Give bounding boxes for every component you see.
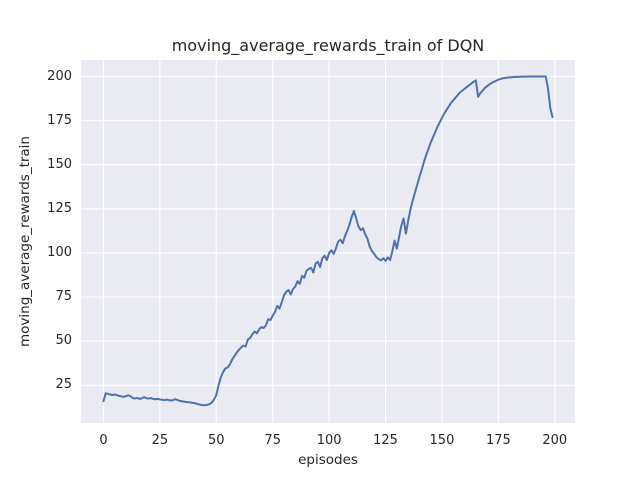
y-tick-label: 175 (47, 112, 72, 128)
y-tick-label: 125 (47, 200, 72, 216)
x-tick-label: 200 (542, 433, 568, 448)
x-tick-label: 50 (208, 433, 225, 448)
x-tick-label: 150 (429, 433, 455, 448)
y-tick-label: 150 (47, 156, 72, 172)
y-tick-label: 200 (47, 68, 72, 84)
line-chart (81, 60, 575, 423)
x-tick-label: 0 (99, 433, 108, 448)
x-tick-label: 175 (485, 433, 511, 448)
y-tick-label: 25 (55, 377, 72, 393)
y-tick-label: 50 (55, 333, 72, 349)
x-axis-label: episodes (298, 452, 358, 468)
grid (81, 60, 575, 423)
x-tick-label: 75 (264, 433, 281, 448)
series-line-dqn (102, 75, 554, 407)
y-tick-label: 100 (47, 244, 72, 260)
chart-title: moving_average_rewards_train of DQN (171, 36, 485, 55)
x-tick-label: 25 (151, 433, 169, 448)
y-tick-label: 75 (55, 289, 72, 305)
plot-area (81, 60, 575, 423)
x-tick-label: 125 (373, 433, 398, 448)
x-tick-label: 100 (316, 433, 342, 448)
